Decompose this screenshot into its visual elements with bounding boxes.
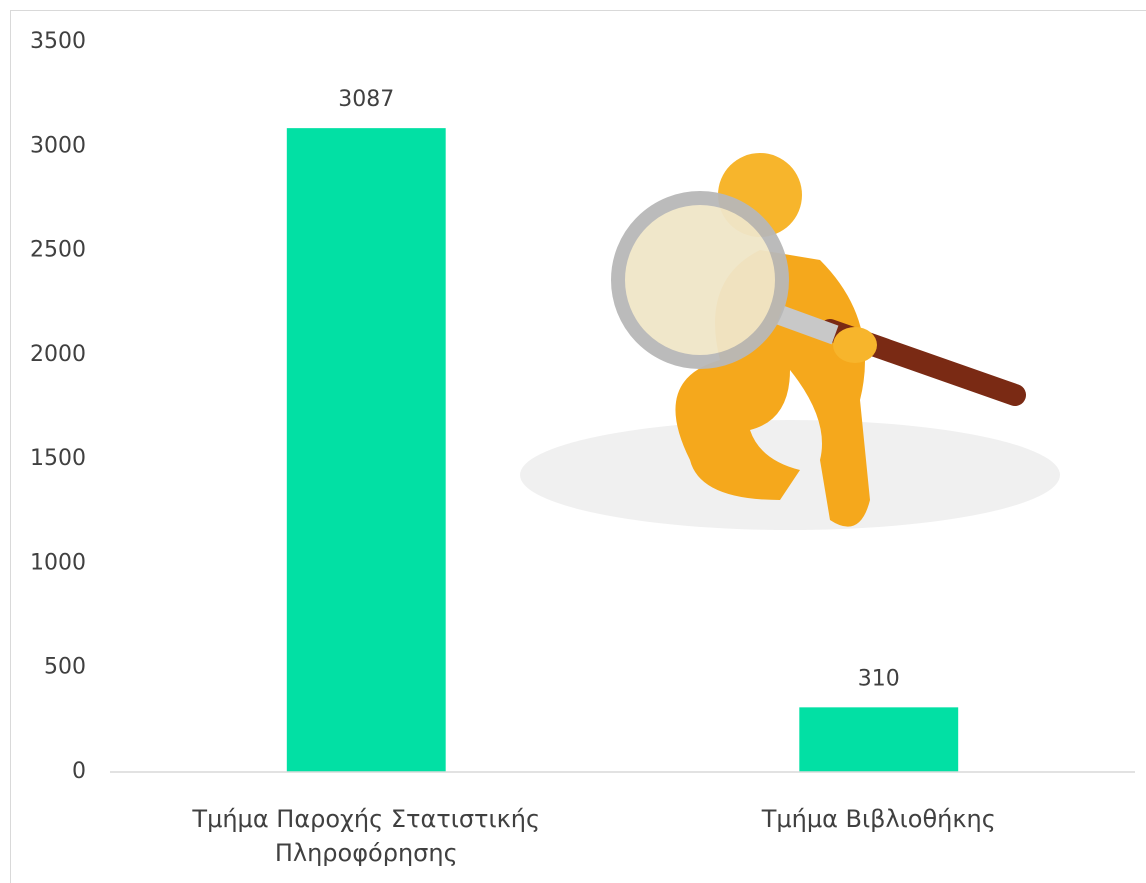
decorative-figure — [520, 153, 1060, 530]
data-label: 3087 — [338, 87, 394, 112]
y-tick-label: 1500 — [30, 446, 86, 471]
y-tick-label: 2000 — [30, 342, 86, 367]
y-tick-label: 0 — [72, 759, 86, 784]
data-label: 310 — [858, 666, 900, 691]
chart: 0 500 1000 1500 2000 2500 3000 3500 3087 310 — [0, 0, 1146, 883]
y-tick-label: 500 — [44, 655, 86, 680]
y-tick-label: 1000 — [30, 550, 86, 575]
y-tick-label: 3000 — [30, 133, 86, 158]
x-tick-label: Τμήμα Παροχής Στατιστικής Πληροφόρησης — [136, 802, 596, 870]
chart-container: 0 500 1000 1500 2000 2500 3000 3500 3087 310 Τμήμ… — [0, 0, 1146, 883]
x-tick-label: Τμήμα Βιβλιοθήκης — [649, 802, 1109, 836]
bar — [799, 707, 958, 772]
y-tick-label: 2500 — [30, 238, 86, 263]
bar — [287, 128, 446, 772]
y-tick-label: 3500 — [30, 29, 86, 54]
